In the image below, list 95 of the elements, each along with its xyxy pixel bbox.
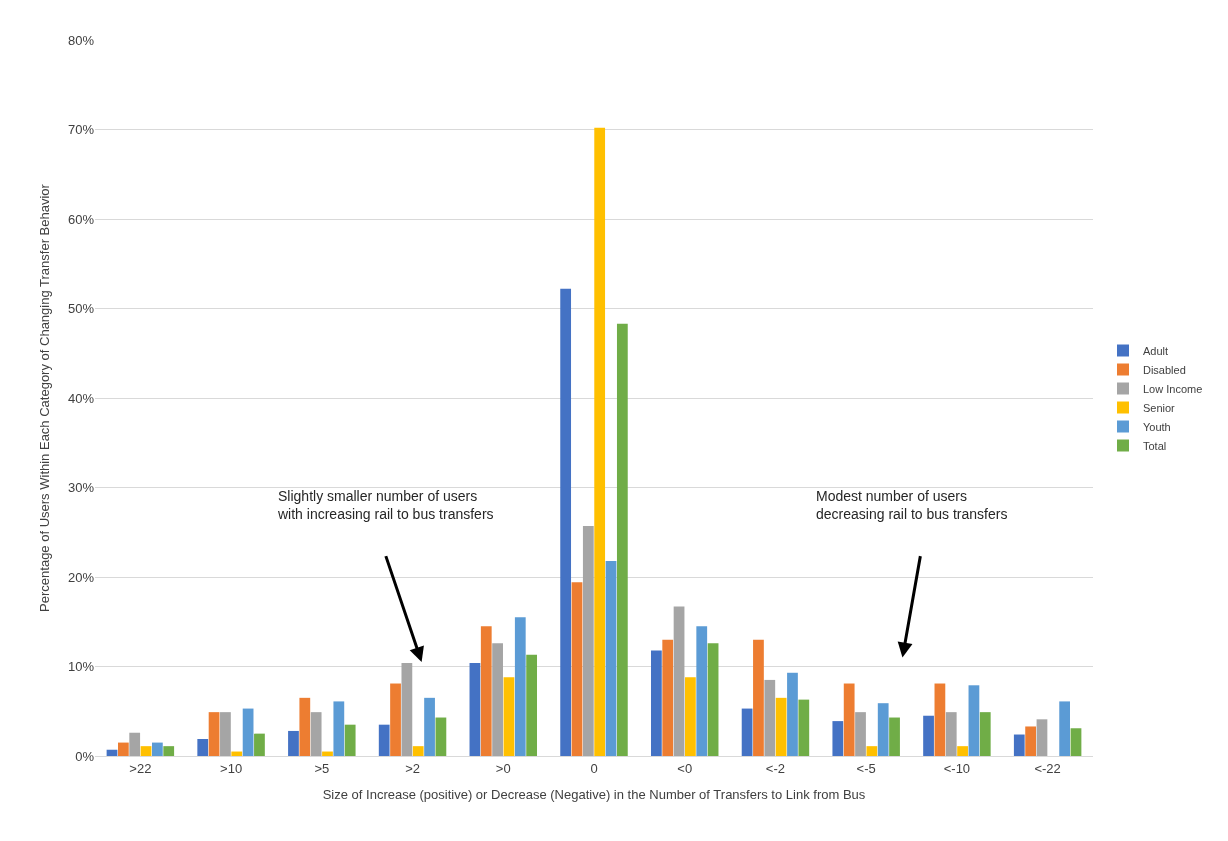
bar xyxy=(1059,701,1071,756)
bar xyxy=(764,679,776,756)
bar xyxy=(299,697,311,756)
bar xyxy=(254,733,265,756)
bar xyxy=(1013,734,1025,756)
bar xyxy=(526,654,538,756)
bar xyxy=(220,712,231,756)
bar xyxy=(333,701,345,756)
bar xyxy=(650,650,662,756)
bar xyxy=(1025,726,1037,756)
x-tick-label: 0 xyxy=(590,760,598,776)
bar xyxy=(492,643,503,756)
bar xyxy=(707,643,719,756)
x-tick-label: >22 xyxy=(129,760,152,776)
y-tick-label: 80% xyxy=(67,32,95,48)
bar xyxy=(594,127,606,756)
legend-label: Low Income xyxy=(1142,382,1203,395)
x-tick-label: <-2 xyxy=(765,760,786,776)
x-tick-label: >0 xyxy=(495,760,511,776)
bar xyxy=(775,697,787,756)
bar xyxy=(514,617,526,756)
y-tick-label: 10% xyxy=(67,659,95,675)
bar xyxy=(390,683,401,756)
bar xyxy=(106,749,118,756)
bar xyxy=(605,560,617,756)
bar xyxy=(582,525,594,756)
x-tick-label: >2 xyxy=(405,760,420,776)
y-axis-title: Percentage of Users Within Each Category of Changing Transfer Behavior xyxy=(36,183,52,612)
y-tick-label: 30% xyxy=(67,480,95,496)
y-tick-label: 0% xyxy=(75,748,95,764)
bar xyxy=(571,582,583,756)
y-tick-label: 40% xyxy=(67,390,95,406)
bar xyxy=(401,662,413,756)
y-tick-label: 70% xyxy=(67,122,95,138)
bar xyxy=(344,724,356,756)
bar xyxy=(560,288,572,756)
legend-label: Youth xyxy=(1142,420,1171,433)
bar xyxy=(855,712,866,756)
bar xyxy=(322,751,333,756)
y-tick-label: 20% xyxy=(67,569,95,585)
bar xyxy=(503,677,515,756)
bar xyxy=(151,742,163,756)
bar xyxy=(968,685,980,756)
x-tick-label: >5 xyxy=(314,760,330,776)
bar xyxy=(662,639,674,756)
bar xyxy=(673,606,685,756)
x-tick-label: <-5 xyxy=(856,760,876,776)
bar xyxy=(288,730,299,756)
bar xyxy=(378,724,390,756)
bar xyxy=(696,626,708,756)
bar xyxy=(753,639,764,756)
bar xyxy=(866,746,878,756)
bar xyxy=(208,712,220,756)
bar xyxy=(798,699,810,756)
x-tick-label: <-22 xyxy=(1034,760,1061,776)
bar xyxy=(163,746,175,756)
legend-label: Disabled xyxy=(1142,363,1186,376)
bar xyxy=(129,732,141,756)
bar xyxy=(242,708,254,756)
bar xyxy=(140,746,152,756)
bar xyxy=(197,739,209,756)
bar xyxy=(616,323,628,756)
bar xyxy=(480,626,492,756)
bar xyxy=(889,717,900,756)
bar xyxy=(435,717,447,756)
bar xyxy=(412,746,424,756)
bar xyxy=(923,715,934,756)
bar xyxy=(310,712,322,756)
bar xyxy=(685,677,696,756)
bar xyxy=(741,708,753,756)
x-axis-title: Size of Increase (positive) or Decrease (Negative) in the Number of Transfers to Link from Bus xyxy=(322,787,866,803)
annotation: Modest number of users decreasing rail to bus transfers xyxy=(816,488,1008,523)
bar xyxy=(945,712,957,756)
bar xyxy=(787,672,798,756)
bar xyxy=(877,703,889,756)
bar xyxy=(957,746,968,756)
y-tick-label: 60% xyxy=(67,211,95,227)
bar xyxy=(843,683,855,756)
bar xyxy=(469,662,481,756)
bar xyxy=(934,683,946,756)
x-tick-label: <0 xyxy=(677,760,693,776)
y-tick-label: 50% xyxy=(67,301,95,317)
bar xyxy=(979,712,991,756)
legend-label: Senior xyxy=(1142,401,1176,414)
bar xyxy=(424,697,435,756)
legend-label: Total xyxy=(1142,439,1167,452)
legend-label: Adult xyxy=(1142,344,1169,357)
x-tick-label: >10 xyxy=(220,760,243,776)
bar xyxy=(1036,719,1048,756)
bar xyxy=(832,721,844,756)
bar xyxy=(117,742,129,756)
x-tick-label: <-10 xyxy=(943,760,971,776)
annotation: Slightly smaller number of users with increasing rail to bus transfers xyxy=(277,488,494,523)
bar xyxy=(231,751,243,756)
bar xyxy=(1070,728,1082,756)
